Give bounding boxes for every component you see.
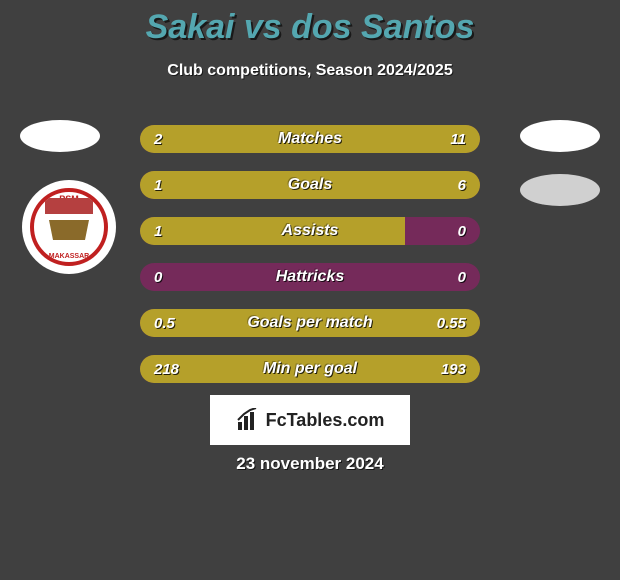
stat-row-label: Assists [140,217,480,245]
comparison-title: Sakai vs dos Santos [0,8,620,47]
stat-row-label: Goals per match [140,309,480,337]
stat-row: 211Matches [140,125,480,153]
player-right-flag-placeholder-1 [520,120,600,152]
bars-icon [236,408,260,432]
stat-row-label: Min per goal [140,355,480,383]
stat-row: 00Hattricks [140,263,480,291]
stat-row: 16Goals [140,171,480,199]
brand-text: FcTables.com [266,410,385,431]
stat-row: 0.50.55Goals per match [140,309,480,337]
player-left-flag-placeholder [20,120,100,152]
stat-row: 218193Min per goal [140,355,480,383]
comparison-subtitle: Club competitions, Season 2024/2025 [0,62,620,80]
date-label: 23 november 2024 [0,454,620,474]
club-badge-left: PSM MAKASSAR [22,180,116,274]
stat-row: 10Assists [140,217,480,245]
stat-rows-container: 211Matches 16Goals 10Assists 00Hattricks 0.5… [140,125,480,401]
stat-row-label: Matches [140,125,480,153]
player-right-flag-placeholder-2 [520,174,600,206]
stat-row-label: Goals [140,171,480,199]
stat-row-label: Hattricks [140,263,480,291]
brand-watermark: FcTables.com [210,395,410,445]
club-badge-brick-icon [45,198,93,214]
club-badge-left-inner: PSM MAKASSAR [30,188,108,266]
club-badge-bottom-text: MAKASSAR [34,253,104,260]
club-badge-boat-icon [49,220,89,240]
